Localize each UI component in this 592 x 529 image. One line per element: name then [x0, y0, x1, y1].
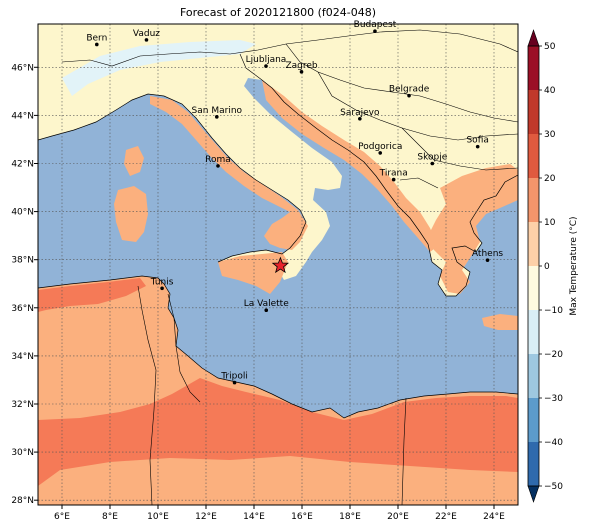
land-sardinia	[114, 186, 148, 242]
lon-tick-label: 8°E	[102, 512, 118, 522]
city-dot	[160, 286, 164, 291]
colorbar-tick-label: −20	[544, 350, 563, 360]
city-label: Bern	[86, 33, 107, 43]
lat-tick-label: 36°N	[11, 304, 34, 314]
colorbar-bin	[528, 46, 539, 90]
colorbar-bin	[528, 398, 539, 442]
city-dot	[144, 38, 149, 42]
map-grid	[38, 24, 518, 505]
colorbar-label: Max Temperature (°C)	[569, 216, 579, 315]
city-dot	[475, 144, 480, 149]
city-dot	[358, 116, 362, 121]
lon-tick-label: 14°E	[243, 512, 265, 522]
city-label: La Valette	[244, 299, 289, 309]
colorbar-max-extend	[527, 29, 540, 47]
lon-tick-label: 20°E	[387, 512, 409, 522]
colorbar-tick-label: −30	[544, 394, 563, 404]
city-dot	[232, 380, 237, 385]
lat-tick-label: 30°N	[11, 448, 34, 458]
colorbar-tick-label: 0	[544, 262, 550, 272]
city-dot	[430, 161, 435, 166]
map-title: Forecast of 2020121800 (f024-048)	[179, 6, 377, 19]
land-italy-mild	[150, 96, 308, 250]
land-africa-mild-patch	[38, 456, 518, 505]
star-icon	[271, 256, 290, 274]
city-label: Roma	[205, 155, 231, 165]
city-label: Podgorica	[358, 142, 402, 152]
city-label: Tirana	[379, 169, 408, 179]
colorbar-bin	[528, 134, 539, 178]
country-borders	[61, 29, 518, 505]
city-dot	[264, 64, 268, 68]
city-dot	[391, 177, 396, 182]
lat-tick-label: 28°N	[11, 496, 34, 506]
lat-tick-label: 46°N	[11, 63, 34, 73]
colorbar-bin	[528, 354, 539, 398]
colorbar-tick-label: 50	[544, 42, 556, 52]
city-dot	[215, 115, 219, 119]
land-corsica	[124, 146, 144, 176]
city-label: Sarajevo	[340, 108, 380, 118]
city-dot	[485, 258, 490, 262]
city-label: Sofia	[466, 136, 488, 146]
city-dot	[95, 42, 99, 47]
colorbar-bin	[528, 442, 539, 486]
lon-tick-label: 24°E	[483, 512, 505, 522]
lat-tick-label: 44°N	[11, 111, 34, 121]
city-label: Tripoli	[220, 372, 248, 382]
lon-tick-label: 16°E	[291, 512, 313, 522]
land-africa-warm-patch	[38, 278, 146, 312]
land-crete	[482, 314, 518, 330]
lat-tick-label: 42°N	[11, 159, 34, 169]
colorbar-bin	[528, 178, 539, 222]
city-label: Vaduz	[133, 29, 160, 39]
highlight-marker	[271, 256, 290, 274]
city-label: Belgrade	[389, 85, 430, 95]
city-label: San Marino	[192, 106, 243, 116]
colorbar-tick-label: −40	[544, 438, 563, 448]
city-label: Athens	[472, 249, 503, 259]
city-label: Tunis	[150, 277, 174, 287]
lon-tick-label: 12°E	[195, 512, 217, 522]
city-label: Zagreb	[285, 61, 317, 71]
city-dot	[299, 70, 304, 74]
city-dot	[407, 93, 411, 98]
colorbar-tick-label: 40	[544, 86, 556, 96]
colorbar-bin	[528, 266, 539, 310]
colorbar-tick-label: −10	[544, 306, 563, 316]
city-label: Budapest	[354, 20, 397, 30]
colorbar-bin	[528, 90, 539, 134]
colorbar: 50 40 30 20 10 0 −10 −20 −30 −40 −50 Max Temperatur…	[527, 29, 579, 503]
lat-tick-label: 38°N	[11, 256, 34, 266]
land-dalmatia-mild	[262, 80, 438, 252]
colorbar-tick-label: 30	[544, 130, 556, 140]
city-dot	[264, 308, 269, 312]
colorbar-tick-label: 10	[544, 218, 556, 228]
axis-ticks: 6°E 8°E 10°E 12°E 14°E 16°E 18°E 20°E 22°E 24°E 46…	[11, 63, 505, 522]
lon-tick-label: 10°E	[147, 512, 169, 522]
lat-tick-label: 32°N	[11, 400, 34, 410]
city-label: Ljubljana	[246, 55, 287, 65]
alps-snow	[62, 40, 256, 96]
colorbar-bin	[528, 222, 539, 266]
lon-tick-label: 22°E	[435, 512, 457, 522]
colorbar-tick-label: 20	[544, 174, 556, 184]
city-dot	[378, 151, 383, 155]
map-frame	[37, 23, 519, 506]
city-dot	[216, 164, 220, 168]
city-dot	[373, 29, 377, 34]
city-label: Skopje	[417, 152, 447, 162]
lat-tick-label: 40°N	[11, 208, 34, 218]
colorbar-bin	[528, 310, 539, 354]
lat-tick-label: 34°N	[11, 352, 34, 362]
colorbar-tick-label: −50	[544, 482, 563, 492]
colorbar-min-extend	[527, 485, 540, 503]
lon-tick-label: 6°E	[54, 512, 70, 522]
lon-tick-label: 18°E	[339, 512, 361, 522]
land-sicily	[218, 252, 288, 294]
